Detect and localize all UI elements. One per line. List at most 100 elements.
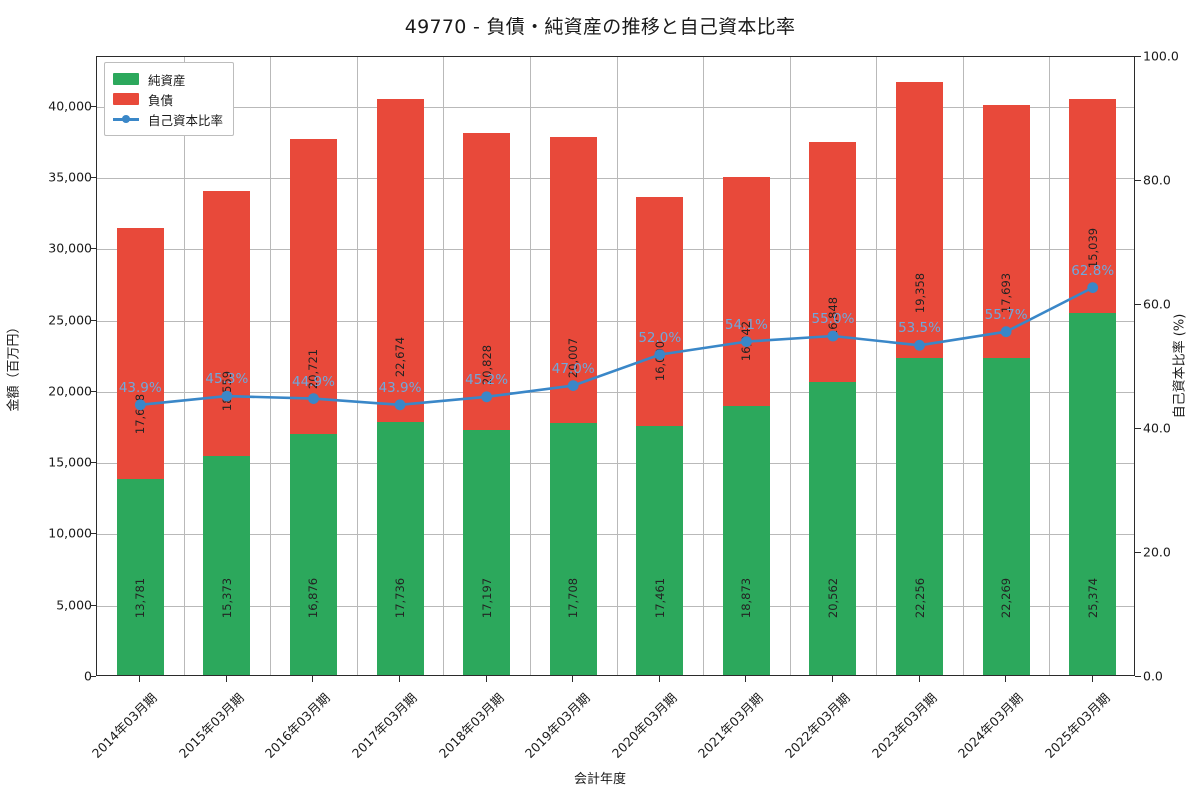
y-axis-label-right: 自己資本比率 (%) bbox=[1172, 313, 1188, 419]
x-axis-label: 会計年度 bbox=[573, 772, 626, 787]
y-axis-tick-label-right: 20.0 bbox=[1143, 544, 1171, 560]
ratio-data-point[interactable] bbox=[1000, 326, 1012, 338]
bar-group[interactable]: 17,708 20,007 bbox=[549, 137, 597, 675]
ratio-data-point[interactable] bbox=[481, 391, 492, 403]
ratio-data-point[interactable] bbox=[654, 349, 666, 360]
y-axis-tick-mark-right bbox=[1135, 552, 1141, 553]
x-axis-tick-mark bbox=[139, 676, 141, 682]
bar-group[interactable]: 18,87316,042 bbox=[722, 177, 770, 675]
bar-segment-equity[interactable]: 17,197 bbox=[463, 429, 511, 675]
bar-segment-liability[interactable]: 17,608 bbox=[116, 227, 164, 479]
bar-group[interactable]: 17,736 22,674 bbox=[376, 99, 424, 675]
grid-line-vertical bbox=[443, 57, 445, 675]
bar-segment-liability[interactable]: 20,828 bbox=[463, 133, 511, 430]
legend-label: 負債 bbox=[148, 92, 174, 108]
ratio-data-point[interactable] bbox=[134, 399, 146, 411]
bar-group[interactable]: 25,374 15,039 bbox=[1069, 99, 1117, 675]
ratio-data-point[interactable] bbox=[1087, 282, 1099, 293]
bar-segment-liability[interactable]: 16,042 bbox=[722, 177, 770, 407]
bar-segment-equity[interactable]: 22,256 bbox=[896, 357, 944, 675]
bar-group[interactable]: 15,37318,559 bbox=[203, 191, 251, 675]
ratio-data-point[interactable] bbox=[567, 380, 579, 391]
y-axis-tick-mark-left bbox=[90, 390, 96, 392]
y-axis-tick-label-left: 20,000 bbox=[48, 383, 92, 399]
y-axis-tick-label-left: 40,000 bbox=[48, 98, 92, 114]
bar-segment-liability[interactable]: 17,693 bbox=[982, 105, 1030, 358]
bar-segment-equity[interactable]: 25,374 bbox=[1069, 313, 1117, 675]
bar-segment-liability[interactable]: 16,090 bbox=[636, 196, 684, 427]
y-axis-tick-label-left: 10,000 bbox=[48, 525, 92, 541]
grid-line-horizontal bbox=[97, 463, 1134, 465]
grid-lines bbox=[97, 57, 1134, 675]
bar-segment-liability[interactable]: 20,007 bbox=[549, 137, 597, 423]
grid-line-horizontal bbox=[97, 320, 1134, 322]
y-axis-tick-mark-left bbox=[90, 319, 96, 321]
x-axis-tick-mark bbox=[399, 676, 401, 682]
bar-segment-liability[interactable]: 22,674 bbox=[376, 99, 424, 423]
bar-group[interactable]: 13,781 17,608 bbox=[116, 227, 164, 675]
ratio-data-point[interactable] bbox=[221, 390, 233, 402]
bar-segment-equity[interactable]: 22,269 bbox=[982, 357, 1030, 675]
y-axis-tick-label-left: 25,000 bbox=[48, 312, 92, 328]
y-axis-tick-label-left: 15,000 bbox=[48, 454, 92, 470]
bar-segment-equity[interactable]: 13,781 bbox=[116, 478, 164, 675]
bar-segment-equity[interactable]: 17,708 bbox=[549, 422, 597, 675]
bar-segment-liability[interactable]: 16,848 bbox=[809, 141, 857, 382]
x-axis-tick-mark bbox=[918, 676, 920, 682]
y-axis-tick-label-right: 60.0 bbox=[1143, 296, 1171, 312]
bar-segment-equity[interactable]: 15,373 bbox=[203, 455, 251, 675]
y-axis-tick-label-right: 80.0 bbox=[1143, 172, 1171, 188]
bar-segment-equity[interactable]: 20,562 bbox=[809, 381, 857, 675]
ratio-data-point[interactable] bbox=[827, 330, 839, 342]
grid-line-vertical bbox=[962, 57, 964, 675]
legend-item[interactable]: 自己資本比率 bbox=[113, 109, 223, 129]
legend-item[interactable]: 純資産 bbox=[113, 69, 223, 89]
bar-segment-equity[interactable]: 16,876 bbox=[289, 434, 337, 675]
legend-swatch-icon bbox=[113, 73, 139, 85]
y-axis-tick-mark-right bbox=[1135, 676, 1141, 677]
bar-group[interactable]: 22,256 19,358 bbox=[896, 81, 944, 675]
x-axis-tick-mark bbox=[831, 676, 833, 682]
bar-segment-equity[interactable]: 17,461 bbox=[636, 426, 684, 675]
bar-segment-equity[interactable]: 18,873 bbox=[722, 406, 770, 675]
x-axis-tick-label: 2017年03月期 bbox=[348, 690, 420, 761]
x-axis-tick-label: 2022年03月期 bbox=[781, 690, 853, 761]
y-axis-label-left: 金額（百万円） bbox=[6, 320, 22, 412]
x-axis-tick-label: 2025年03月期 bbox=[1041, 690, 1113, 761]
ratio-data-point[interactable] bbox=[394, 399, 406, 411]
bar-segment-liability[interactable]: 20,721 bbox=[289, 139, 337, 435]
x-axis-tick-label: 2016年03月期 bbox=[262, 690, 334, 761]
y-axis-tick-mark-left bbox=[90, 604, 96, 606]
grid-line-vertical bbox=[270, 57, 272, 675]
bar-group[interactable]: 17,197 20,828 bbox=[463, 133, 511, 675]
y-axis-tick-label-left: 5,000 bbox=[56, 597, 92, 613]
bar-group[interactable]: 20,562 16,848 bbox=[809, 141, 857, 675]
x-axis-tick-label: 2019年03月期 bbox=[522, 690, 593, 761]
ratio-data-point[interactable] bbox=[741, 336, 752, 347]
legend-item[interactable]: 負債 bbox=[113, 89, 223, 109]
bar-group[interactable]: 17,461 16,090 bbox=[636, 196, 684, 675]
grid-line-horizontal bbox=[97, 391, 1134, 393]
x-axis-tick-mark bbox=[1005, 676, 1007, 682]
ratio-data-point[interactable] bbox=[308, 393, 319, 404]
y-axis-tick-mark-right bbox=[1135, 304, 1141, 305]
bar-segment-equity[interactable]: 17,736 bbox=[376, 422, 424, 675]
bar-group[interactable]: 22,269 17,693 bbox=[982, 105, 1030, 675]
x-axis-tick-label: 2020年03月期 bbox=[608, 690, 680, 761]
grid-line-horizontal bbox=[97, 534, 1134, 536]
bar-segment-liability[interactable]: 15,039 bbox=[1069, 99, 1117, 314]
y-axis-tick-mark-right bbox=[1135, 428, 1141, 429]
y-axis-tick-label-right: 100.0 bbox=[1143, 48, 1179, 64]
bar-group[interactable]: 16,876 20,721 bbox=[289, 139, 337, 675]
x-axis-tick-label: 2018年03月期 bbox=[435, 690, 507, 761]
legend-swatch-icon bbox=[113, 93, 139, 105]
grid-line-horizontal bbox=[97, 178, 1134, 180]
bar-segment-liability[interactable]: 18,559 bbox=[203, 191, 251, 456]
x-axis-tick-mark bbox=[312, 676, 314, 682]
ratio-data-point[interactable] bbox=[914, 339, 925, 351]
x-axis-tick-label: 2015年03月期 bbox=[175, 690, 247, 761]
bar-segment-liability[interactable]: 19,358 bbox=[896, 81, 944, 358]
